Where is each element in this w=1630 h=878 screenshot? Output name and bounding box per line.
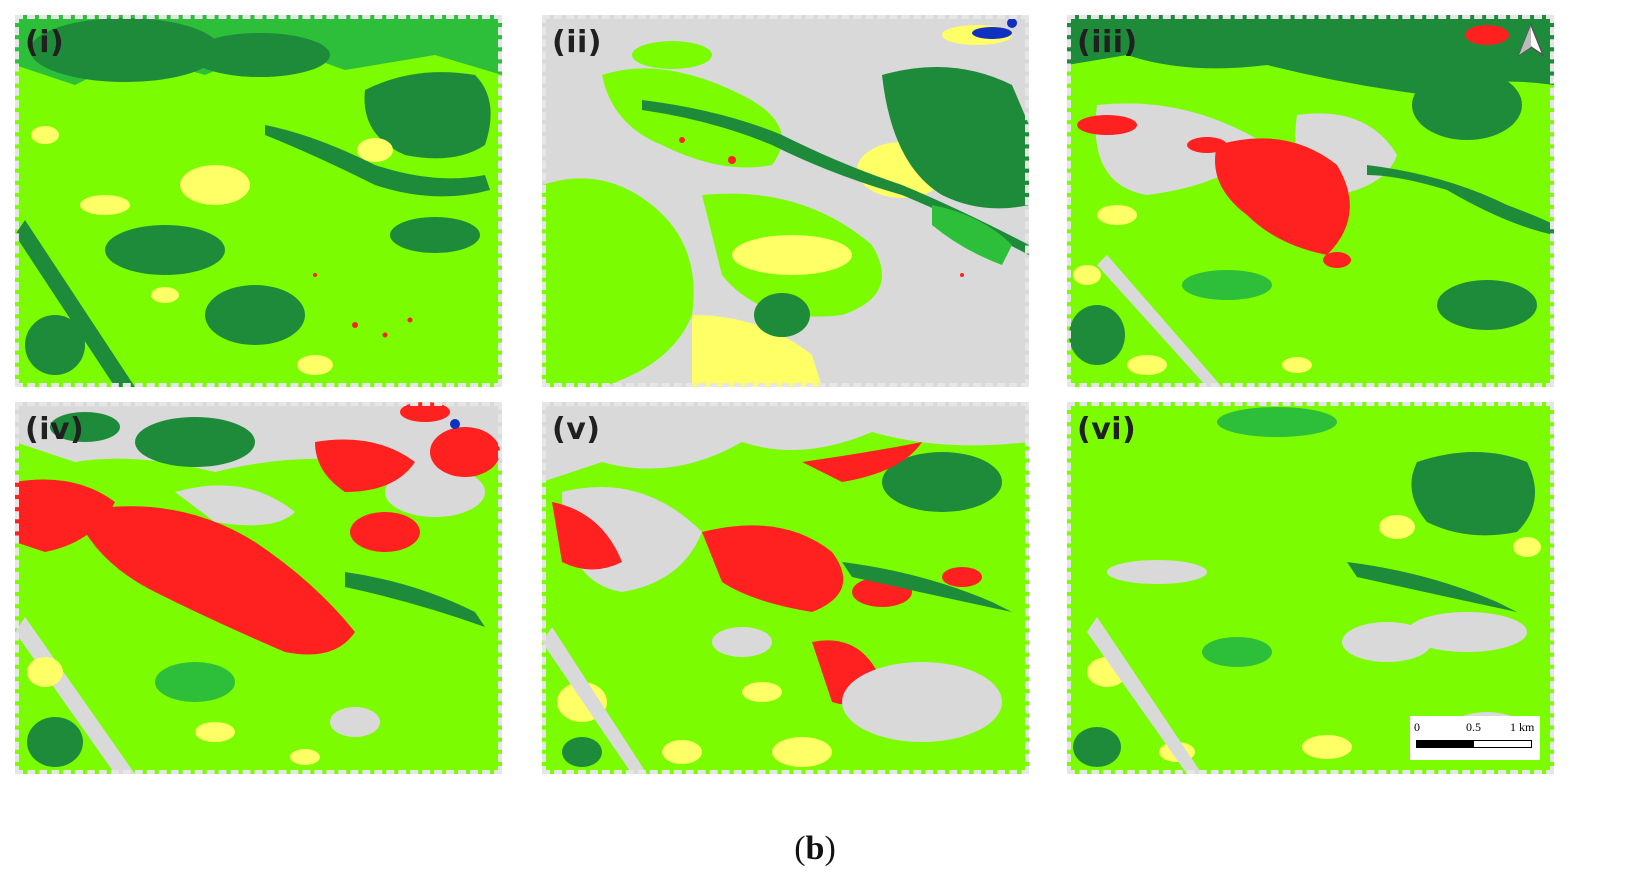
figure-caption: (b) (794, 830, 836, 867)
scale-bar-graphic (1416, 740, 1532, 748)
land-cover-map-i (15, 15, 502, 387)
map-panel-vi: (vi) 0 0.5 1 km (1067, 402, 1554, 774)
scale-tick-0: 0 (1414, 720, 1420, 734)
land-cover-map-iii (1067, 15, 1554, 387)
panel-label: (iii) (1077, 25, 1138, 60)
scale-tick-end: 1 km (1510, 720, 1535, 734)
land-cover-map-v (542, 402, 1029, 774)
map-panel-v: (v) (542, 402, 1029, 774)
panel-label: (iv) (25, 412, 85, 447)
map-panel-i: (i) (15, 15, 502, 387)
scale-bar: 0 0.5 1 km (1410, 716, 1540, 760)
land-cover-map-iv (15, 402, 502, 774)
map-panel-ii: (ii) (542, 15, 1029, 387)
north-arrow-icon (1517, 23, 1545, 57)
map-panel-iv: (iv) (15, 402, 502, 774)
panel-label: (v) (552, 412, 601, 447)
panel-label: (vi) (1077, 412, 1137, 447)
panel-label: (i) (25, 25, 65, 60)
land-cover-map-ii (542, 15, 1029, 387)
map-panel-iii: (iii) (1067, 15, 1554, 387)
scale-tick-mid: 0.5 (1466, 720, 1481, 734)
panel-label: (ii) (552, 25, 602, 60)
